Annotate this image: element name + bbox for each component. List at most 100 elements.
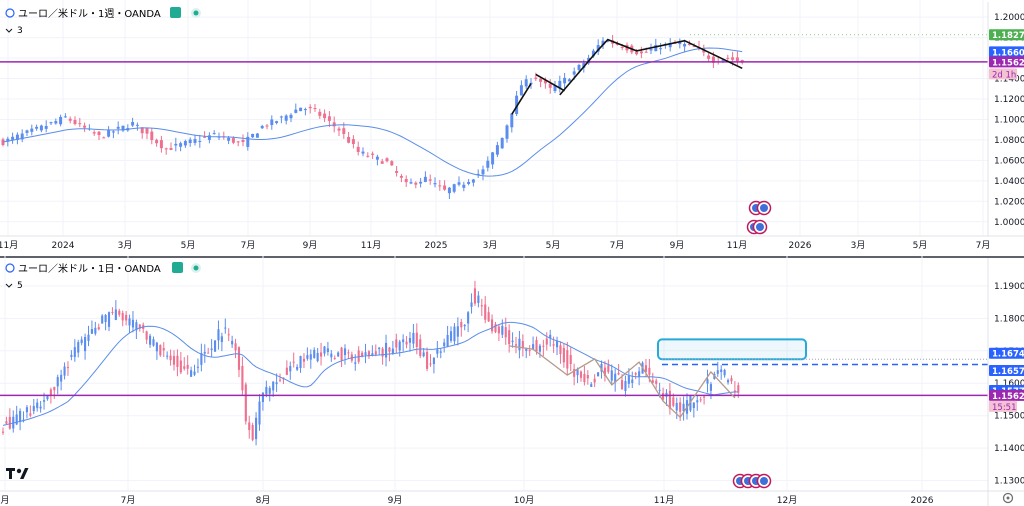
price-tag-bg — [989, 389, 1024, 401]
candle-body — [63, 116, 67, 118]
candle-body — [402, 339, 405, 343]
weekly-legend: ユーロ／米ドル・1週・OANDA 3 — [5, 7, 201, 36]
candle-body — [39, 125, 43, 131]
candle-body — [56, 377, 59, 387]
candle-body — [481, 169, 485, 175]
candle-body — [84, 337, 87, 352]
candle-body — [624, 381, 627, 392]
chevron-down-icon[interactable] — [5, 283, 13, 288]
candle-body — [457, 182, 461, 185]
candle-body — [138, 324, 141, 329]
daily-price-axis[interactable]: 1.190001.180001.170001.160001.150001.140… — [987, 258, 1024, 506]
candle-body — [511, 340, 514, 342]
chevron-down-icon[interactable] — [5, 28, 13, 33]
pattern-drawing-line[interactable] — [509, 345, 736, 419]
weekly-time-axis[interactable]: 11月 2024 3月 5月 7月 9月 11月 2025 3月 5月 7月 9月 11月 2026 3月 5… — [0, 235, 1024, 251]
candle-body — [428, 179, 432, 181]
bar-countdown: 2d 1h — [989, 68, 1017, 80]
candle-body — [452, 184, 456, 192]
price-tag[interactable]: 1.16740 — [989, 347, 1024, 360]
candle-body — [237, 347, 241, 370]
candle-body — [183, 141, 187, 146]
candle-body — [261, 392, 264, 403]
candle-body — [638, 371, 641, 377]
event-badge-icon[interactable] — [756, 473, 772, 489]
trend-drawing-line[interactable] — [535, 73, 565, 92]
candle-body — [661, 392, 665, 400]
price-tag-bg — [989, 365, 1024, 377]
time-tick-label: 3月 — [118, 240, 133, 251]
time-tick-label: 5月 — [181, 240, 196, 251]
candle-body — [658, 389, 661, 391]
time-tick-label: 月 — [0, 495, 9, 506]
candle-body — [303, 109, 307, 111]
daily-event-badges[interactable] — [732, 473, 772, 489]
candle-body — [294, 109, 298, 113]
weekly-panel[interactable]: 1.200001.180001.160001.140001.120001.100… — [0, 0, 1024, 251]
candle-body — [733, 390, 736, 392]
candle-body — [19, 410, 22, 423]
candle-body — [159, 345, 162, 356]
price-tag[interactable]: 1.15628 — [989, 56, 1024, 68]
candle-body — [60, 374, 63, 382]
daily-panel[interactable]: 1.190001.180001.170001.160001.150001.140… — [0, 256, 1024, 506]
trend-drawing-line[interactable] — [559, 38, 743, 96]
candle-body — [200, 353, 203, 365]
settings-gear-icon[interactable] — [1002, 492, 1014, 504]
weekly-event-badges[interactable] — [746, 200, 772, 235]
candle-body — [289, 114, 293, 119]
price-tag[interactable]: 1.16602 — [989, 46, 1024, 58]
weekly-trend-drawings[interactable] — [511, 38, 743, 115]
candle-body — [166, 355, 169, 357]
candle-body — [53, 386, 56, 391]
price-tag[interactable]: 1.15628 — [989, 389, 1024, 402]
candle-body — [620, 380, 624, 390]
candle-body — [251, 133, 255, 138]
candle-body — [15, 414, 18, 425]
candle-body — [246, 136, 250, 147]
candle-body — [49, 389, 52, 396]
price-tag[interactable]: 1.18277 — [989, 29, 1024, 41]
trend-drawing-line[interactable] — [511, 83, 532, 115]
event-badge-icon[interactable] — [756, 200, 772, 216]
event-badge-icon[interactable] — [752, 219, 768, 235]
price-tag[interactable]: 1.16576 — [989, 365, 1024, 377]
candle-body — [524, 79, 528, 87]
candle-body — [679, 402, 682, 412]
candle-body — [651, 380, 654, 383]
candle-body — [480, 305, 483, 307]
candle-body — [333, 358, 336, 360]
candle-body — [675, 402, 678, 411]
weekly-legend-toggle[interactable]: 3 — [17, 26, 23, 36]
tradingview-logo-icon[interactable] — [6, 468, 29, 479]
candle-body — [549, 334, 552, 338]
candle-body — [196, 366, 200, 368]
symbol-icon — [5, 8, 15, 18]
candle-body — [94, 327, 97, 334]
candle-body — [260, 125, 264, 129]
daily-legend-toggle[interactable]: 5 — [17, 281, 23, 291]
candle-body — [709, 384, 713, 391]
candle-body — [381, 348, 384, 357]
candle-body — [596, 45, 600, 52]
candle-body — [477, 295, 480, 303]
candle-body — [726, 57, 730, 59]
candle-body — [491, 152, 495, 165]
price-tick-label: 1.04000 — [994, 177, 1024, 187]
candle-body — [83, 125, 87, 128]
flag-icon[interactable] — [170, 7, 181, 18]
candle-body — [378, 347, 381, 350]
daily-resistance-box[interactable] — [657, 338, 807, 361]
candle-body — [405, 341, 408, 345]
flag-icon[interactable] — [172, 262, 183, 273]
time-tick-label: 9月 — [388, 495, 403, 506]
price-tick-label: 1.18000 — [994, 314, 1024, 324]
candle-body — [467, 312, 470, 324]
candle-body — [699, 399, 702, 401]
weekly-price-axis[interactable]: 1.200001.180001.160001.140001.120001.100… — [987, 2, 1024, 236]
candle-body — [408, 338, 412, 343]
daily-pattern-drawings[interactable] — [509, 345, 736, 419]
daily-time-axis[interactable]: 月 7月 8月 9月 10月 11月 12月 2026 — [0, 490, 1024, 506]
symbol-icon — [5, 263, 15, 273]
